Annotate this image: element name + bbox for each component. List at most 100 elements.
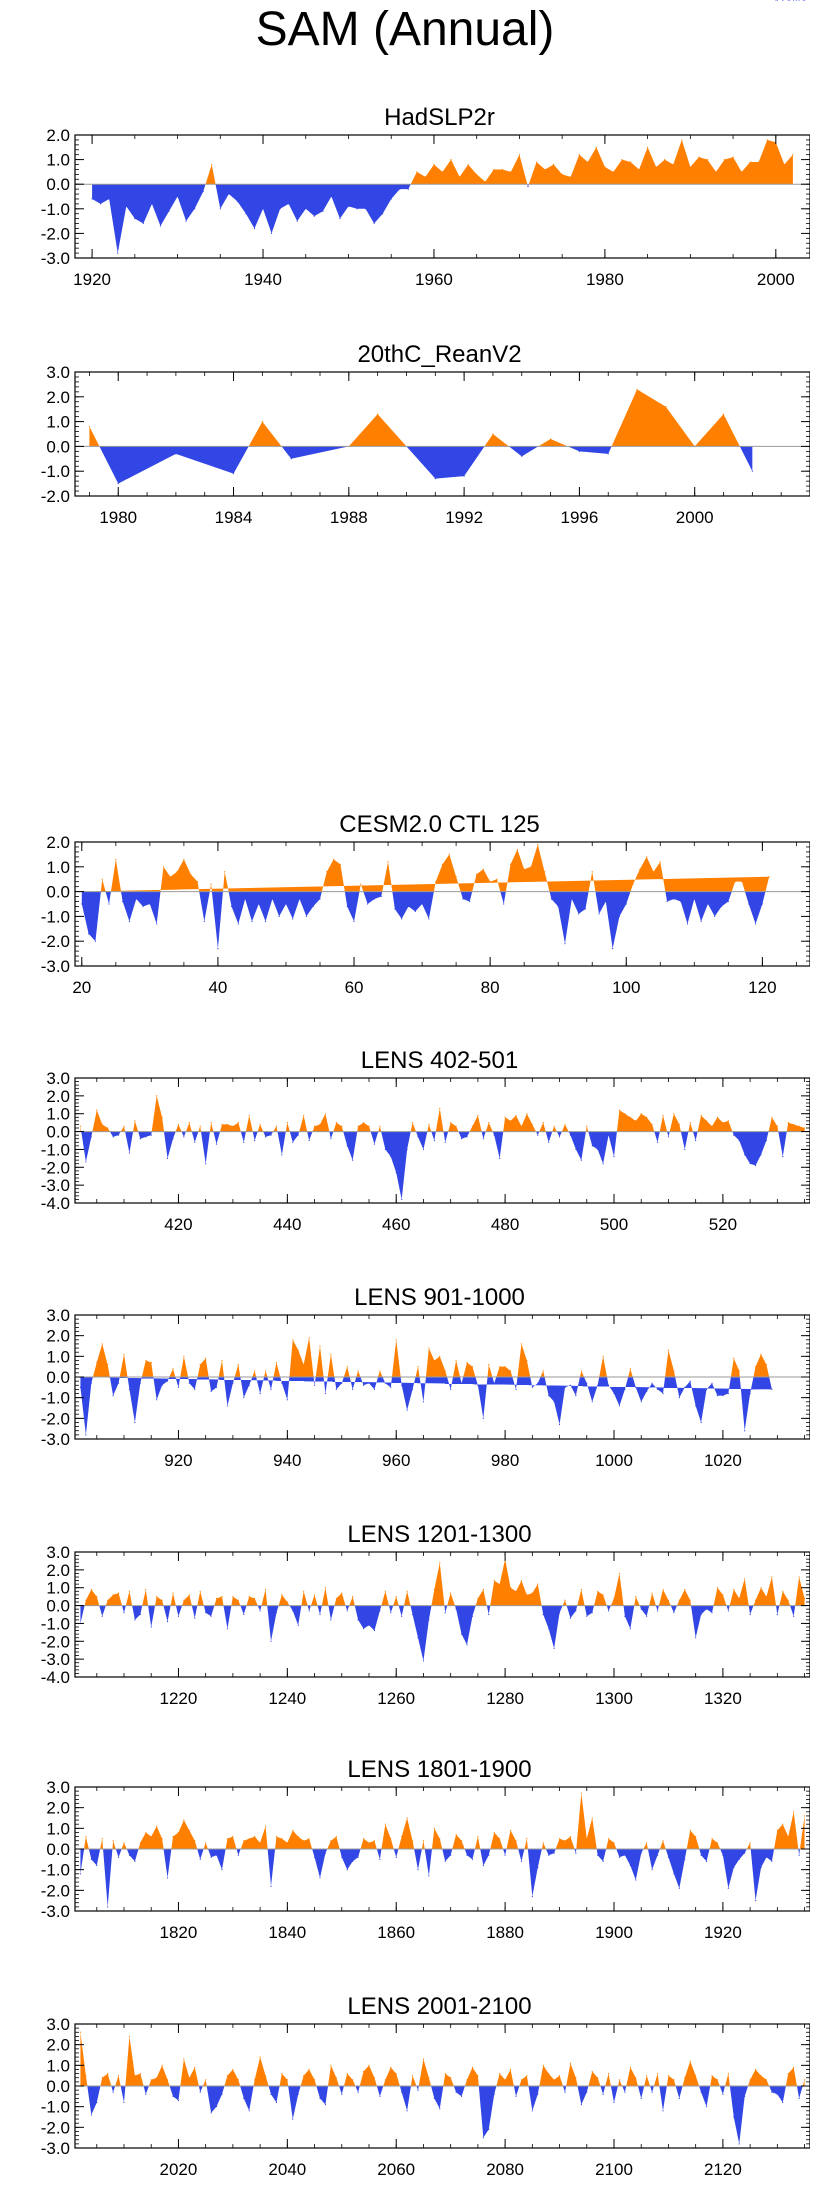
data-point [526,1113,528,1115]
data-point [733,1134,735,1136]
data-point [305,915,307,918]
data-point [232,473,235,475]
data-point [90,2114,92,2116]
data-point [647,146,649,148]
data-point [584,908,587,910]
data-point [558,2075,561,2077]
data-point [604,166,606,168]
data-point [553,163,555,166]
data-point [558,1423,561,1426]
data-point [705,2106,708,2108]
data-point [520,1579,523,1582]
data-point [765,1364,768,1366]
data-point [384,1590,386,1592]
data-point [176,195,179,198]
data-point [499,2073,501,2075]
data-point [96,1109,98,1111]
y-tick-label: 0.0 [46,2077,70,2096]
data-point [607,1838,610,1840]
data-point [270,1885,272,1887]
data-point [651,1869,653,1871]
data-point [738,1139,740,1142]
data-point [618,1405,621,1407]
sam-panel-6: 3.02.01.00.0-1.0-2.0-3.0-4.0 1220 1240 1260… [41,1521,810,1708]
data-point [362,1838,365,1840]
data-point [564,1123,566,1126]
data-point [373,1629,376,1632]
data-point [172,1138,174,1140]
data-point [347,205,350,207]
data-point [422,1401,425,1403]
data-point [243,1613,245,1616]
x-tick-label: 1280 [486,1689,524,1708]
data-point [237,1364,239,1366]
data-point [542,2064,544,2066]
x-tick-label: 80 [481,978,500,997]
data-point [771,1116,773,1118]
data-point [722,1122,724,1124]
data-point [700,1421,702,1424]
data-point [162,866,165,868]
plot-frame [74,841,810,967]
panel-title: LENS 1201-1300 [347,1521,531,1548]
data-point [262,208,264,210]
data-point [586,2091,588,2093]
data-point [205,1842,207,1844]
data-point [450,2077,452,2079]
data-point [463,475,465,477]
data-point [765,1856,768,1858]
data-point [667,1856,670,1858]
data-point [471,2066,474,2068]
data-point [258,903,260,905]
data-point [635,1879,637,1881]
data-point [591,2070,593,2073]
y-tick-label: 1.0 [46,1819,70,1838]
data-point [128,920,131,922]
data-point [271,898,273,900]
data-point [324,1587,327,1589]
data-point [297,1836,299,1838]
data-point [509,1120,512,1122]
x-tick-label: 100 [612,978,640,997]
data-point [221,1123,223,1126]
data-point [211,163,213,166]
data-point [580,1370,582,1372]
data-point [96,2101,98,2104]
data-point [714,915,716,918]
data-point [673,1113,675,1115]
data-point [112,1840,114,1842]
data-point [493,168,495,171]
data-point [319,1877,321,1879]
data-point [448,853,450,856]
y-tick-label: -3.0 [41,249,70,268]
data-point [428,918,430,920]
data-point [387,861,389,863]
negative-anomaly-area [80,2086,805,2144]
data-point [226,1838,229,1840]
x-tick-label: 480 [491,1215,519,1234]
x-tick-label: 940 [273,1451,301,1470]
data-point [444,1141,446,1143]
data-point [509,1370,512,1372]
data-point [727,1610,729,1612]
data-point [166,2079,169,2081]
y-tick-label: 1.0 [46,1347,70,1366]
data-point [390,1838,392,1840]
data-point [401,1198,403,1201]
x-tick-label: 460 [382,1215,410,1234]
data-point [662,2110,664,2112]
data-point [607,1610,610,1612]
data-point [259,1392,261,1395]
x-tick-label: 1984 [215,508,253,527]
data-point [450,1388,452,1390]
data-point [210,1615,212,1617]
data-point [390,1612,392,1614]
x-tick-label: 1988 [330,508,368,527]
data-point [183,1599,185,1601]
data-point [635,1386,637,1388]
data-point [96,1361,98,1364]
data-point [406,2110,408,2112]
data-point [646,1390,648,1393]
data-point [324,2104,327,2106]
data-point [558,1838,561,1840]
